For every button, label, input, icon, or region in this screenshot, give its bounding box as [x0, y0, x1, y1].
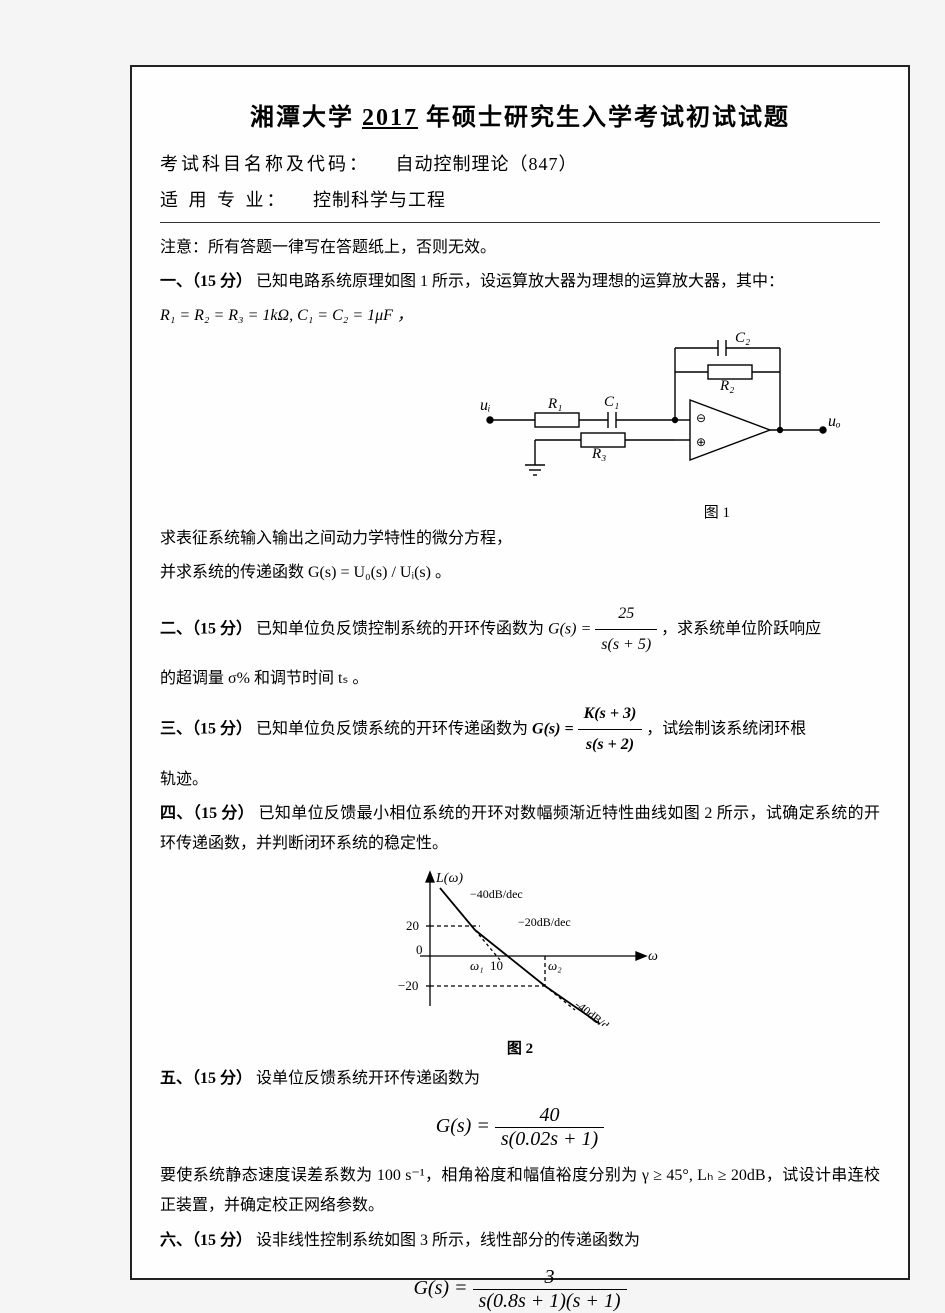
q3-gs: G(s) =: [532, 720, 578, 737]
figure-2-wrap: L(ω) ω 20 0 −20 ω₁ 10 ω₂ −40dB/dec −20dB…: [160, 866, 880, 1031]
q3-text-a: 已知单位负反馈系统的开环传递函数为: [256, 720, 528, 737]
q6-formula: G(s) = 3 s(0.8s + 1)(s + 1): [160, 1266, 880, 1313]
q4-head: 四、（15 分）: [160, 805, 254, 822]
q3-head: 三、（15 分）: [160, 720, 252, 737]
q2-num: 25: [595, 599, 657, 630]
bode-xtick-w1: ω₁: [470, 958, 484, 973]
bode-slope-3: -40dB/dec: [572, 997, 620, 1026]
q3-num: K(s + 3): [578, 699, 643, 730]
note: 注意：所有答题一律写在答题纸上，否则无效。: [160, 233, 880, 257]
q3-tail: 轨迹。: [160, 765, 880, 795]
q6-num: 3: [473, 1266, 627, 1290]
q2-text-b: ，求系统单位阶跃响应: [661, 620, 821, 637]
q2-tail: 的超调量 σ% 和调节时间 tₛ 。: [160, 664, 880, 694]
q5-text-b: 要使系统静态速度误差系数为 100 s⁻¹，相角裕度和幅值裕度分别为 γ ≥ 4…: [160, 1161, 880, 1222]
subject-label: 考试科目名称及代码：: [160, 150, 370, 176]
q1-text: 已知电路系统原理如图 1 所示，设运算放大器为理想的运算放大器，其中：: [256, 273, 784, 290]
fig2-label: 图 2: [160, 1037, 880, 1058]
q1-tail2: 并求系统的传递函数 G(s) = U₀(s) / Uᵢ(s) 。: [160, 558, 880, 588]
q5-head: 五、（15 分）: [160, 1070, 252, 1087]
q2-head: 二、（15 分）: [160, 620, 252, 637]
bode-xlabel: ω: [648, 949, 658, 964]
q2-text-a: 已知单位负反馈控制系统的开环传函数为: [256, 620, 544, 637]
label-r1: R₁: [547, 396, 562, 412]
bode-ytick-20: 20: [406, 918, 419, 933]
bode-ytick-n20: −20: [398, 978, 418, 993]
label-c1: C₁: [604, 394, 619, 410]
label-uo: uₒ: [828, 413, 841, 430]
question-4: 四、（15 分） 已知单位反馈最小相位系统的开环对数幅频渐近特性曲线如图 2 所…: [160, 799, 880, 860]
question-5: 五、（15 分） 设单位反馈系统开环传递函数为: [160, 1064, 880, 1094]
bode-xtick-w2: ω₂: [548, 958, 562, 973]
q6-gs: G(s) =: [413, 1277, 472, 1299]
exam-page: 湘潭大学 2017 年硕士研究生入学考试初试试题 考试科目名称及代码： 自动控制…: [130, 65, 910, 1280]
divider: [160, 222, 880, 223]
opamp-minus: ⊖: [696, 411, 706, 425]
q3-text-b: ，试绘制该系统闭环根: [646, 720, 806, 737]
bode-slope-2: −20dB/dec: [518, 915, 571, 929]
q6-text-a: 设非线性控制系统如图 3 所示，线性部分的传递函数为: [256, 1232, 640, 1249]
major-row: 适 用 专 业： 控制科学与工程: [160, 186, 880, 212]
bode-ylabel: L(ω): [435, 871, 463, 886]
major-value: 控制科学与工程: [313, 186, 446, 212]
question-2: 二、（15 分） 已知单位负反馈控制系统的开环传函数为 G(s) = 25 s(…: [160, 599, 880, 661]
q5-num: 40: [495, 1104, 604, 1128]
title-prefix: 湘潭大学: [250, 105, 354, 131]
q5-den: s(0.02s + 1): [495, 1128, 604, 1151]
subject-value: 自动控制理论（847）: [396, 150, 578, 176]
label-r3: R₃: [591, 446, 606, 462]
q3-den: s(s + 2): [578, 730, 643, 760]
q1-head: 一、（15 分）: [160, 273, 252, 290]
bode-xtick-10: 10: [490, 958, 503, 973]
q4-text: 已知单位反馈最小相位系统的开环对数幅频渐近特性曲线如图 2 所示，试确定系统的开…: [160, 805, 880, 852]
q5-formula: G(s) = 40 s(0.02s + 1): [160, 1104, 880, 1151]
label-c2: C₂: [735, 330, 750, 346]
label-r2: R₂: [719, 378, 734, 394]
opamp-plus: ⊕: [696, 435, 706, 449]
bode-plot: L(ω) ω 20 0 −20 ω₁ 10 ω₂ −40dB/dec −20dB…: [370, 866, 670, 1026]
question-1: 一、（15 分） 已知电路系统原理如图 1 所示，设运算放大器为理想的运算放大器…: [160, 267, 880, 297]
subject-row: 考试科目名称及代码： 自动控制理论（847）: [160, 150, 880, 176]
question-3: 三、（15 分） 已知单位负反馈系统的开环传递函数为 G(s) = K(s + …: [160, 699, 880, 761]
q5-gs: G(s) =: [436, 1115, 495, 1137]
title-suffix: 年硕士研究生入学考试初试试题: [426, 105, 790, 131]
q2-den: s(s + 5): [595, 630, 657, 660]
bode-ytick-0: 0: [416, 942, 423, 957]
q6-head: 六、（15 分）: [160, 1232, 252, 1249]
q6-den: s(0.8s + 1)(s + 1): [473, 1290, 627, 1313]
circuit-diagram: uᵢ uₒ R₁ R₂ R₃ C₁ C₂ ⊖ ⊕: [480, 330, 850, 505]
q5-text-a: 设单位反馈系统开环传递函数为: [256, 1070, 480, 1087]
q1-params: R₁ = R₂ = R₃ = 1kΩ, C₁ = C₂ = 1μF ，: [160, 301, 880, 331]
page-title: 湘潭大学 2017 年硕士研究生入学考试初试试题: [160, 97, 880, 132]
q2-gs: G(s) =: [548, 620, 595, 637]
question-6: 六、（15 分） 设非线性控制系统如图 3 所示，线性部分的传递函数为: [160, 1226, 880, 1256]
label-ui: uᵢ: [480, 397, 491, 414]
bode-slope-1: −40dB/dec: [470, 887, 523, 901]
fig1-label: 图 1: [704, 501, 730, 522]
figure-1-wrap: uᵢ uₒ R₁ R₂ R₃ C₁ C₂ ⊖ ⊕ 图 1: [160, 340, 880, 520]
title-year: 2017: [362, 105, 418, 131]
major-label: 适 用 专 业：: [160, 186, 288, 212]
q1-tail1: 求表征系统输入输出之间动力学特性的微分方程，: [160, 524, 880, 554]
